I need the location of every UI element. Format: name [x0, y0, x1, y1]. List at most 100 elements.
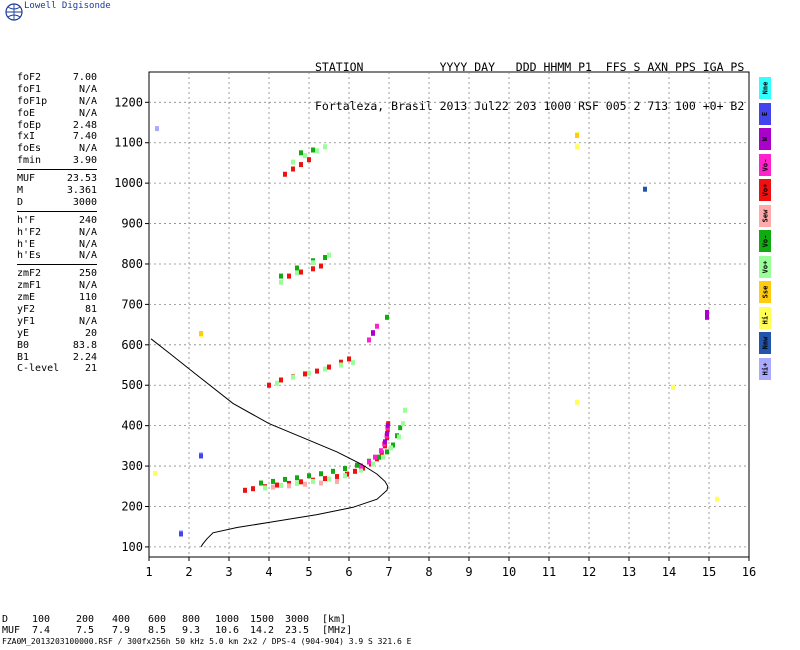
- legend-item: Vo-: [759, 230, 771, 252]
- param-row: foF2 7.00: [17, 72, 97, 84]
- echo-point: [343, 465, 347, 471]
- param-key: D: [17, 196, 24, 208]
- echo-point: [315, 368, 319, 374]
- lowell-logo-icon: [5, 3, 23, 21]
- y-tick-label: 600: [121, 338, 143, 352]
- echo-point: [375, 323, 379, 329]
- echo-point: [339, 362, 343, 368]
- echo-point: [153, 470, 157, 476]
- echo-point: [295, 270, 299, 276]
- param-row: D 3000: [17, 197, 97, 209]
- echo-point: [299, 479, 303, 485]
- echo-point: [355, 462, 359, 468]
- row-value: 10.6: [215, 625, 240, 636]
- param-row: yF1 N/A: [17, 316, 97, 328]
- electron-density-profile: [150, 338, 389, 548]
- legend-label: Vo+: [761, 260, 769, 273]
- echo-point: [398, 425, 403, 431]
- param-key: B0: [17, 339, 30, 351]
- echo-point: [403, 407, 407, 413]
- row-unit: [MHz]: [322, 625, 353, 636]
- y-tick-label: 1100: [114, 136, 143, 150]
- echo-point: [715, 496, 719, 502]
- echo-point: [643, 186, 647, 192]
- echo-point: [303, 371, 307, 377]
- panel-separator: [17, 264, 97, 266]
- param-value: 110: [78, 292, 97, 304]
- echo-point: [323, 255, 327, 261]
- param-key: foF2: [17, 72, 42, 83]
- param-key: h'Es: [17, 250, 42, 262]
- echo-point: [335, 478, 339, 484]
- echo-point: [299, 162, 303, 168]
- param-key: fxI: [17, 131, 36, 143]
- param-value: 2.24: [72, 351, 97, 363]
- param-row: zmF1 N/A: [17, 280, 97, 292]
- x-tick-label: 9: [465, 565, 472, 579]
- row-value: 14.2: [250, 625, 275, 636]
- echo-point: [323, 476, 327, 482]
- param-value: 20: [84, 327, 97, 339]
- param-key: foEs: [17, 143, 42, 155]
- param-value: 240: [78, 214, 97, 226]
- param-row: h'F2 N/A: [17, 227, 97, 239]
- echo-point: [351, 360, 355, 366]
- param-row: foEp 2.48: [17, 120, 97, 132]
- echo-point: [275, 380, 279, 386]
- x-tick-label: 5: [305, 565, 312, 579]
- legend-label: Vo-: [761, 234, 769, 248]
- echo-point: [377, 454, 381, 460]
- echo-point: [315, 148, 319, 154]
- echo-point: [671, 384, 675, 390]
- echo-point: [279, 273, 283, 279]
- echo-point: [367, 337, 371, 343]
- legend-label: E: [761, 111, 769, 116]
- param-key: h'E: [17, 238, 36, 250]
- echo-point: [327, 476, 331, 482]
- legend-item: Vo+: [759, 179, 771, 201]
- param-value: 7.00: [72, 72, 97, 83]
- legend-item: W: [759, 128, 771, 150]
- param-value: N/A: [78, 143, 97, 155]
- param-value: 83.8: [72, 339, 97, 351]
- legend-item: E: [759, 102, 771, 125]
- param-key: B1: [17, 351, 30, 363]
- param-row: C-level 21: [17, 363, 97, 375]
- param-row: B0 83.8: [17, 340, 97, 352]
- row-value: 100: [32, 614, 51, 625]
- header-columns: STATION YYYY DAY DDD HHMM P1 FFS S AXN P…: [315, 60, 745, 74]
- echo-point: [391, 442, 395, 448]
- echo-point: [279, 377, 283, 383]
- param-key: yE: [17, 327, 30, 339]
- param-key: fmin: [17, 155, 42, 167]
- legend-label: Nnw: [761, 336, 769, 350]
- echo-point: [311, 260, 315, 266]
- param-key: yF1: [17, 315, 36, 327]
- param-value: N/A: [78, 315, 97, 327]
- echo-point: [299, 269, 303, 275]
- row-value: 200: [76, 614, 95, 625]
- x-tick-label: 16: [742, 565, 756, 579]
- y-tick-label: 900: [121, 217, 143, 231]
- x-tick-label: 3: [225, 565, 232, 579]
- param-key: zmE: [17, 292, 36, 304]
- legend-label: Vo-: [761, 158, 769, 171]
- echo-point: [307, 157, 311, 163]
- param-row: foF1p N/A: [17, 96, 97, 108]
- y-tick-label: 500: [121, 378, 143, 392]
- echo-point: [307, 473, 311, 479]
- param-row: foE N/A: [17, 108, 97, 120]
- param-key: M: [17, 185, 24, 197]
- row-value: 23.5: [285, 625, 310, 636]
- echo-point: [243, 487, 247, 493]
- echo-point: [575, 132, 579, 138]
- param-value: 81: [84, 304, 97, 316]
- param-value: N/A: [78, 280, 97, 292]
- param-row: foF1 N/A: [17, 84, 97, 96]
- param-key: foF1p: [17, 95, 48, 107]
- y-tick-label: 1200: [114, 95, 143, 109]
- parameter-panel: foF2 7.00 foF1 N/A foF1p N/A foE N/A foEp 2.48 fxI…: [17, 72, 97, 375]
- echo-point: [359, 463, 363, 469]
- brand-label: Lowell Digisonde: [24, 1, 111, 11]
- y-tick-label: 300: [121, 459, 143, 473]
